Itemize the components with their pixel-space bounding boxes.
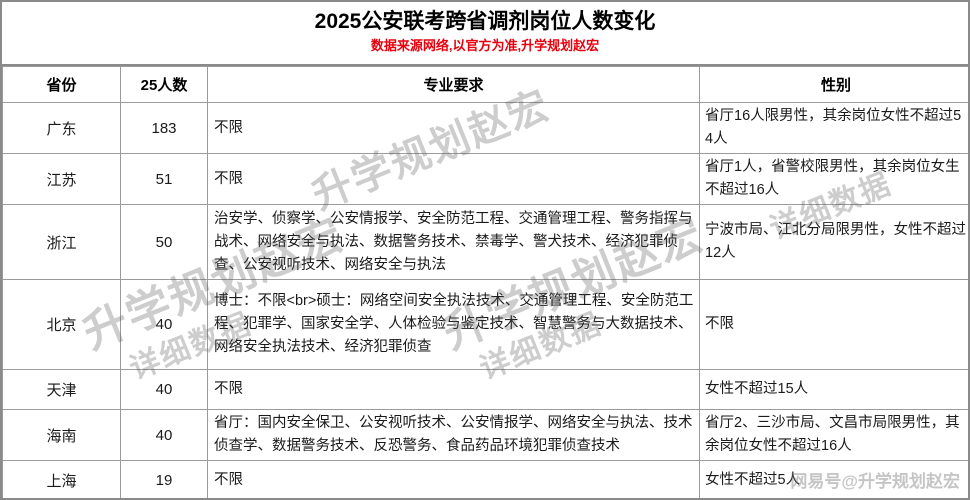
- cell-gender[interactable]: 女性不超过5人: [699, 460, 968, 498]
- column-header-province[interactable]: 省份: [2, 66, 121, 103]
- cell-count[interactable]: 183: [120, 102, 208, 154]
- cell-major[interactable]: 不限: [207, 153, 700, 205]
- cell-count[interactable]: 51: [120, 153, 208, 205]
- cell-major[interactable]: 治安学、侦察学、公安情报学、安全防范工程、交通管理工程、警务指挥与战术、网络安全…: [207, 204, 700, 280]
- cell-gender[interactable]: 不限: [699, 279, 968, 370]
- table-row[interactable]: 北京 40 博士：不限<br>硕士：网络空间安全执法技术、交通管理工程、安全防范…: [2, 279, 968, 370]
- table-row[interactable]: 广东 183 不限 省厅16人限男性，其余岗位女性不超过54人: [2, 102, 968, 154]
- title-block: 2025公安联考跨省调剂岗位人数变化 数据来源网络,以官方为准,升学规划赵宏: [2, 2, 968, 66]
- table-body: 广东 183 不限 省厅16人限男性，其余岗位女性不超过54人 江苏 51 不限…: [2, 102, 968, 498]
- column-header-major[interactable]: 专业要求: [207, 66, 700, 103]
- table-row[interactable]: 天津 40 不限 女性不超过15人: [2, 369, 968, 410]
- column-header-gender[interactable]: 性别: [699, 66, 968, 103]
- cell-count[interactable]: 50: [120, 204, 208, 280]
- table-row[interactable]: 上海 19 不限 女性不超过5人: [2, 460, 968, 498]
- cell-province[interactable]: 浙江: [2, 204, 121, 280]
- cell-province[interactable]: 广东: [2, 102, 121, 154]
- cell-province[interactable]: 天津: [2, 369, 121, 410]
- cell-major[interactable]: 博士：不限<br>硕士：网络空间安全执法技术、交通管理工程、安全防范工程、犯罪学…: [207, 279, 700, 370]
- cell-count[interactable]: 40: [120, 409, 208, 461]
- cell-province[interactable]: 江苏: [2, 153, 121, 205]
- cell-gender[interactable]: 宁波市局、江北分局限男性，女性不超过12人: [699, 204, 968, 280]
- page-title: 2025公安联考跨省调剂岗位人数变化: [314, 10, 656, 33]
- cell-count[interactable]: 19: [120, 460, 208, 498]
- data-table: 省份 25人数 专业要求 性别 广东 183 不限 省厅16人限男性，其余岗位女…: [2, 66, 968, 498]
- cell-province[interactable]: 上海: [2, 460, 121, 498]
- cell-major[interactable]: 不限: [207, 460, 700, 498]
- table-row[interactable]: 江苏 51 不限 省厅1人，省警校限男性，其余岗位女生不超过16人: [2, 153, 968, 205]
- page-subtitle: 数据来源网络,以官方为准,升学规划赵宏: [370, 38, 600, 53]
- cell-province[interactable]: 海南: [2, 409, 121, 461]
- cell-major[interactable]: 省厅：国内安全保卫、公安视听技术、公安情报学、网络安全与执法、技术侦查学、数据警…: [207, 409, 700, 461]
- cell-gender[interactable]: 省厅2、三沙市局、文昌市局限男性，其余岗位女性不超过16人: [699, 409, 968, 461]
- column-header-count[interactable]: 25人数: [120, 66, 208, 103]
- cell-gender[interactable]: 女性不超过15人: [699, 369, 968, 410]
- cell-count[interactable]: 40: [120, 369, 208, 410]
- table-row[interactable]: 海南 40 省厅：国内安全保卫、公安视听技术、公安情报学、网络安全与执法、技术侦…: [2, 409, 968, 461]
- cell-province[interactable]: 北京: [2, 279, 121, 370]
- cell-gender[interactable]: 省厅1人，省警校限男性，其余岗位女生不超过16人: [699, 153, 968, 205]
- table-header: 省份 25人数 专业要求 性别: [2, 66, 968, 103]
- table-row[interactable]: 浙江 50 治安学、侦察学、公安情报学、安全防范工程、交通管理工程、警务指挥与战…: [2, 204, 968, 280]
- cell-count[interactable]: 40: [120, 279, 208, 370]
- cell-major[interactable]: 不限: [207, 102, 700, 154]
- cell-gender[interactable]: 省厅16人限男性，其余岗位女性不超过54人: [699, 102, 968, 154]
- table-header-row: 省份 25人数 专业要求 性别: [2, 66, 968, 103]
- cell-major[interactable]: 不限: [207, 369, 700, 410]
